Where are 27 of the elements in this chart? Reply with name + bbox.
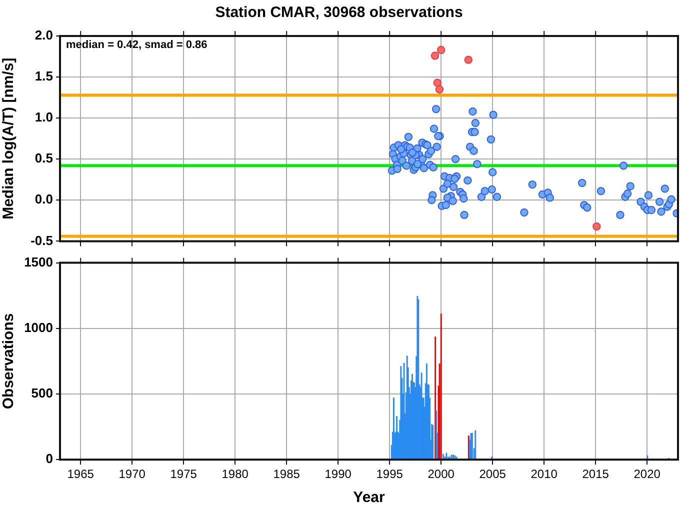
x-tick-label: 1985 <box>273 467 300 482</box>
y-tick-label: -0.5 <box>30 232 53 248</box>
y-tick-label: 1.5 <box>34 68 53 84</box>
x-tick-label: 1965 <box>67 467 94 482</box>
y-axis-title: Median log(A/T) [nm/s] <box>0 58 18 220</box>
annotation: median = 0.42, smad = 0.86 <box>66 39 208 52</box>
y-tick-label: 1.0 <box>34 110 53 125</box>
x-tick-label: 2015 <box>582 467 610 482</box>
x-tick-label: 2020 <box>634 467 661 482</box>
x-tick-label: 1975 <box>170 467 198 482</box>
y-tick-label: 0.5 <box>34 150 53 166</box>
y-tick-label: 1000 <box>24 320 53 335</box>
y-tick-label: 0.0 <box>34 192 53 207</box>
y-tick-label: 0 <box>46 451 53 466</box>
x-tick-label: 2005 <box>479 467 506 482</box>
x-tick-label: 2000 <box>428 467 455 482</box>
y-tick-label: 1500 <box>24 254 53 270</box>
chart-title: Station CMAR, 30968 observations <box>215 4 463 22</box>
x-tick-label: 1980 <box>222 467 249 482</box>
y-tick-label: 500 <box>31 386 53 401</box>
x-tick-label: 1970 <box>118 467 146 482</box>
x-tick-label: 1995 <box>376 467 404 482</box>
x-axis-title: Year <box>353 489 386 506</box>
y-axis-title: Observations <box>0 313 18 410</box>
x-tick-label: 1990 <box>324 467 352 482</box>
x-tick-label: 2010 <box>530 467 558 482</box>
y-tick-label: 2.0 <box>34 28 53 43</box>
